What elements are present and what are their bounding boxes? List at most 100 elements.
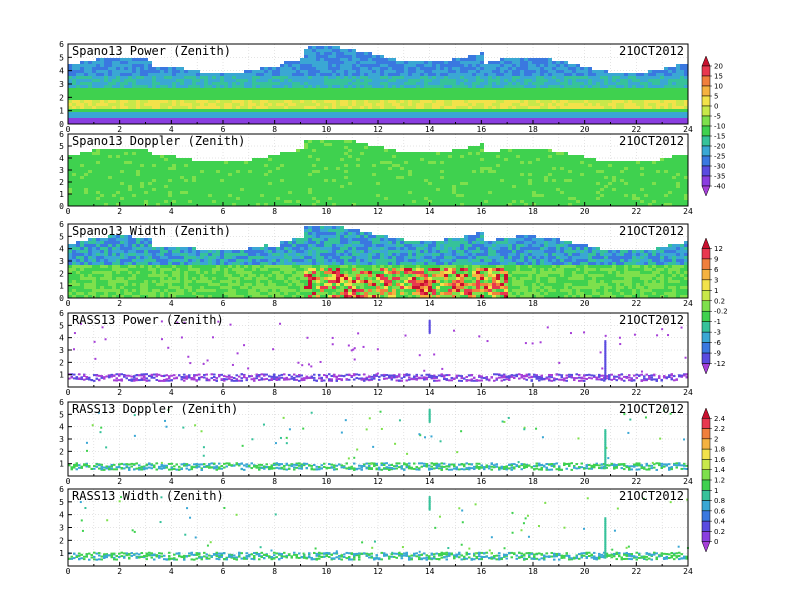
data-cell [208, 185, 212, 188]
data-cell [344, 55, 348, 58]
data-cell [352, 61, 356, 64]
data-cell [616, 100, 620, 103]
data-cell [248, 79, 252, 82]
data-cell [192, 103, 196, 106]
data-cell [612, 112, 616, 115]
data-cell [112, 70, 116, 73]
data-cell [220, 115, 224, 118]
data-cell [536, 67, 540, 70]
data-cell [288, 179, 292, 182]
data-cell [344, 170, 348, 173]
data-cell [312, 140, 316, 143]
data-cell [180, 167, 184, 170]
data-cell [184, 173, 188, 176]
data-cell [92, 82, 96, 85]
data-cell [172, 100, 176, 103]
data-cell [68, 100, 72, 103]
data-cell [384, 115, 388, 118]
data-cell [316, 197, 320, 200]
data-cell [332, 182, 336, 185]
data-cell [176, 197, 180, 200]
data-cell [604, 100, 608, 103]
data-cell [144, 64, 148, 67]
data-cell [612, 85, 616, 88]
data-cell [264, 106, 268, 109]
data-cell [80, 155, 84, 158]
data-cell [140, 158, 144, 161]
data-cell [312, 94, 316, 97]
data-cell [284, 97, 288, 100]
data-cell [356, 118, 360, 121]
data-cell [368, 67, 372, 70]
data-cell [520, 103, 524, 106]
data-cell [600, 88, 604, 91]
data-cell [172, 106, 176, 109]
data-cell [80, 91, 84, 94]
data-cell [424, 173, 428, 176]
data-cell [232, 115, 236, 118]
data-cell [376, 179, 380, 182]
data-cell [148, 152, 152, 155]
data-cell [156, 155, 160, 158]
data-cell [392, 64, 396, 67]
data-cell [612, 100, 616, 103]
y-tick-label: 3 [59, 80, 64, 89]
data-cell [348, 94, 352, 97]
data-cell [548, 103, 552, 106]
data-cell [408, 106, 412, 109]
data-cell [464, 67, 468, 70]
data-cell [272, 185, 276, 188]
data-cell [428, 170, 432, 173]
data-cell [332, 191, 336, 194]
data-cell [592, 118, 596, 121]
data-cell [320, 91, 324, 94]
data-cell [280, 158, 284, 161]
data-cell [276, 158, 280, 161]
data-cell [176, 67, 180, 70]
data-cell [140, 118, 144, 121]
data-cell [124, 155, 128, 158]
data-cell [324, 55, 328, 58]
data-cell [264, 188, 268, 191]
data-cell [368, 88, 372, 91]
data-cell [516, 88, 520, 91]
data-cell [324, 106, 328, 109]
data-cell [360, 149, 364, 152]
data-cell [572, 91, 576, 94]
data-cell [316, 67, 320, 70]
data-cell [380, 61, 384, 64]
data-cell [280, 194, 284, 197]
data-cell [240, 200, 244, 203]
data-cell [516, 118, 520, 121]
data-cell [588, 85, 592, 88]
data-cell [280, 182, 284, 185]
data-cell [324, 197, 328, 200]
data-cell [492, 91, 496, 94]
data-cell [596, 100, 600, 103]
data-cell [200, 103, 204, 106]
data-cell [308, 97, 312, 100]
data-cell [160, 79, 164, 82]
data-cell [552, 115, 556, 118]
data-cell [332, 91, 336, 94]
data-cell [320, 200, 324, 203]
data-cell [432, 106, 436, 109]
data-cell [624, 106, 628, 109]
data-cell [324, 176, 328, 179]
data-cell [452, 103, 456, 106]
data-cell [152, 100, 156, 103]
data-cell [76, 182, 80, 185]
data-cell [300, 155, 304, 158]
data-cell [132, 106, 136, 109]
data-cell [292, 100, 296, 103]
data-cell [308, 70, 312, 73]
data-cell [320, 167, 324, 170]
data-cell [396, 85, 400, 88]
data-cell [208, 191, 212, 194]
data-cell [432, 91, 436, 94]
data-cell [256, 100, 260, 103]
data-cell [324, 155, 328, 158]
data-cell [80, 200, 84, 203]
data-cell [124, 149, 128, 152]
data-cell [504, 94, 508, 97]
